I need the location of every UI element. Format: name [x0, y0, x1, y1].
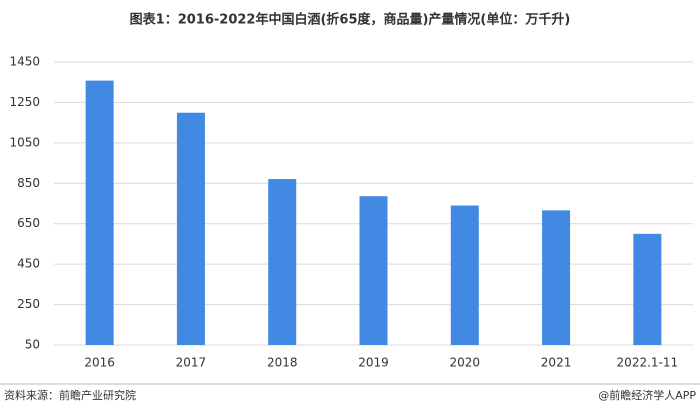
bar [268, 179, 297, 345]
bar [359, 196, 388, 345]
y-tick-label: 1050 [9, 135, 40, 149]
chart-title: 图表1：2016-2022年中国白酒(折65度，商品量)产量情况(单位：万千升) [130, 12, 571, 28]
x-tick-label: 2022.1-11 [617, 356, 679, 370]
x-tick-label: 2019 [358, 356, 389, 370]
y-tick-label: 450 [17, 257, 40, 271]
credit: @前瞻经济学人APP [598, 388, 696, 402]
bar [450, 205, 479, 345]
x-tick-label: 2021 [541, 356, 572, 370]
bar [633, 233, 662, 345]
source: 资料来源：前瞻产业研究院 [4, 388, 136, 402]
x-tick-label: 2018 [267, 356, 298, 370]
y-tick-label: 250 [17, 297, 40, 311]
x-tick-label: 2016 [84, 356, 115, 370]
y-tick-label: 50 [25, 338, 40, 352]
y-tick-label: 1250 [9, 95, 40, 109]
x-tick-label: 2017 [176, 356, 207, 370]
y-tick-label: 1450 [9, 55, 40, 69]
y-tick-label: 850 [17, 176, 40, 190]
bar [176, 112, 205, 345]
x-tick-label: 2020 [450, 356, 481, 370]
bar [85, 80, 114, 346]
y-tick-label: 650 [17, 216, 40, 230]
bar [542, 210, 571, 345]
